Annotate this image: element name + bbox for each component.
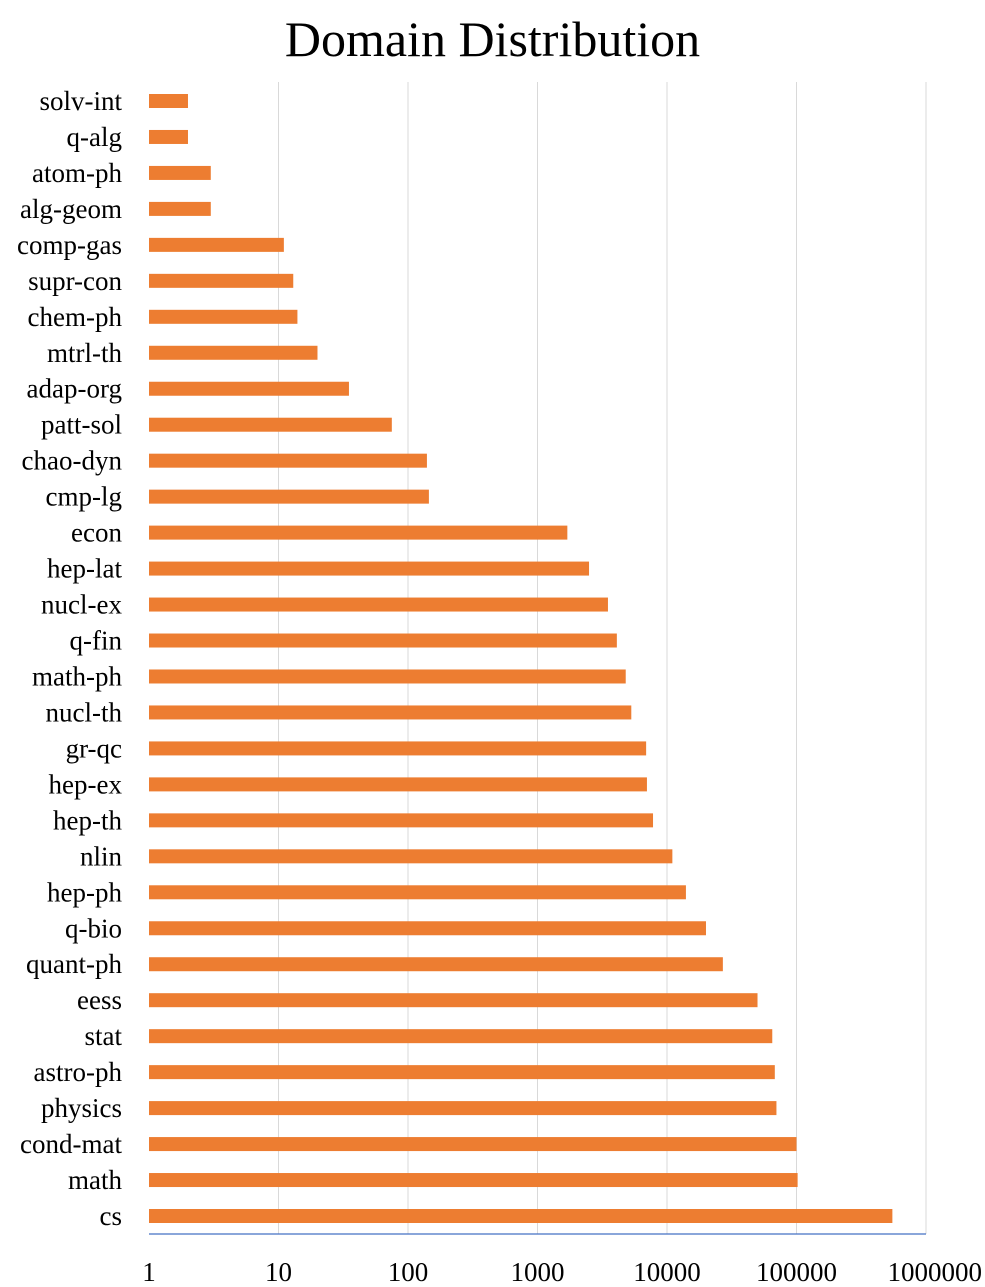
bar-cond-mat [149,1137,797,1152]
bar-hep-th [149,813,654,828]
x-tick-label: 1 [142,1257,156,1287]
category-label: hep-th [53,805,122,835]
x-tick-label: 100 [388,1257,429,1287]
bar-physics [149,1101,777,1116]
x-tick-label: 100000 [756,1257,837,1287]
category-label: nucl-th [46,697,123,727]
category-label: math-ph [32,661,122,691]
category-label: cmp-lg [46,482,122,512]
bar-cmp-lg [149,489,429,504]
category-label: stat [85,1021,123,1051]
category-label: math [68,1165,122,1195]
bar-atom-ph [149,165,211,180]
chart-title: Domain Distribution [284,11,701,67]
category-label: q-bio [65,913,122,943]
bar-q-fin [149,633,617,648]
bar-comp-gas [149,237,284,252]
category-label: patt-sol [41,410,122,440]
bar-supr-con [149,273,294,288]
category-label: gr-qc [66,733,122,763]
category-label: comp-gas [17,230,122,260]
bar-quant-ph [149,957,723,972]
bar-nucl-ex [149,597,608,612]
category-label: chem-ph [28,302,123,332]
category-label: physics [41,1093,122,1123]
category-label: mtrl-th [47,338,122,368]
category-label: adap-org [27,374,122,404]
x-tick-label: 1000000 [888,1257,983,1287]
bar-q-bio [149,921,706,936]
gridlines [278,82,927,1234]
bar-hep-lat [149,561,590,576]
x-axis: 1 10 100 1000 10000 100000 1000000 [142,1233,983,1287]
bars [149,94,893,1223]
bar-mtrl-th [149,345,318,360]
category-label: astro-ph [34,1057,123,1087]
category-label: cs [100,1201,123,1231]
category-label: hep-ex [49,769,123,799]
category-label: chao-dyn [22,446,123,476]
bar-cs [149,1209,893,1223]
bar-solv-int [149,94,188,108]
x-tick-label: 1000 [511,1257,565,1287]
bar-math-ph [149,669,626,684]
bar-gr-qc [149,741,647,756]
bar-eess [149,993,758,1008]
category-label: nlin [80,841,123,871]
category-label: atom-ph [32,158,122,188]
category-label: supr-con [28,266,122,296]
x-tick-label: 10000 [633,1257,701,1287]
bar-nlin [149,849,673,864]
bar-astro-ph [149,1065,775,1080]
category-label: econ [71,518,122,548]
category-label: hep-ph [47,877,122,907]
category-label: q-fin [70,626,123,656]
category-label: nucl-ex [41,590,122,620]
category-label: cond-mat [20,1129,122,1159]
x-tick-label: 10 [265,1257,292,1287]
bar-nucl-th [149,705,632,720]
category-label: solv-int [39,86,122,116]
category-label: alg-geom [20,194,122,224]
category-labels: solv-int q-alg atom-ph alg-geom comp-gas supr… [17,86,122,1231]
bar-math [149,1173,798,1188]
category-label: q-alg [67,122,122,152]
bar-adap-org [149,381,349,396]
bar-stat [149,1029,773,1044]
category-label: quant-ph [26,949,122,979]
bar-q-alg [149,129,188,144]
bar-hep-ph [149,885,686,900]
bar-chem-ph [149,309,298,324]
category-label: eess [77,985,122,1015]
bar-chao-dyn [149,453,427,468]
category-label: hep-lat [47,554,122,584]
bar-econ [149,525,568,540]
bar-hep-ex [149,777,647,792]
bar-alg-geom [149,201,211,216]
bar-patt-sol [149,417,392,432]
